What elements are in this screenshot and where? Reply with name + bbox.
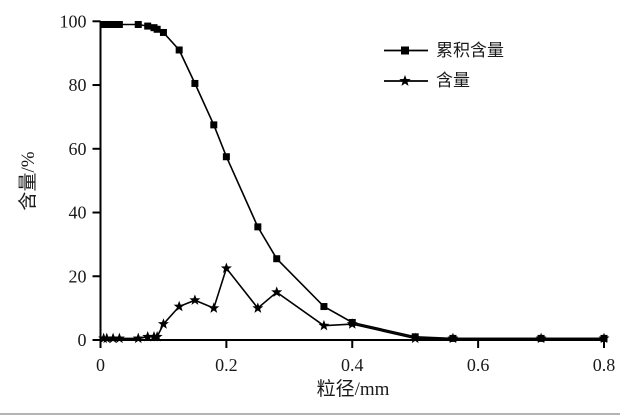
cumulative-content-square-marker	[115, 20, 123, 28]
content-star-marker	[447, 332, 459, 344]
cumulative-content-square-marker	[273, 255, 281, 263]
content-star-marker	[208, 302, 220, 313]
cumulative-content-square-marker	[210, 121, 218, 129]
y-tick-label: 40	[69, 203, 87, 223]
legend-label-content: 含量	[436, 71, 470, 90]
cumulative-content-square-marker	[222, 153, 230, 161]
star-marker-icon	[384, 75, 428, 86]
y-tick-label: 80	[69, 75, 87, 95]
content-star-marker	[142, 331, 154, 342]
content-star-marker	[101, 332, 113, 344]
content-star-marker	[220, 262, 232, 273]
content-star-marker	[113, 332, 125, 344]
content-star-marker	[346, 318, 358, 329]
y-axis-title: 含量/%	[18, 151, 39, 211]
y-tick-label: 0	[78, 330, 87, 350]
legend-item-cumulative: 累积含量	[383, 41, 504, 60]
content-star-marker	[271, 286, 283, 297]
cumulative-content-square-marker	[144, 22, 152, 30]
content-star-marker	[535, 332, 547, 344]
cumulative-content-square-marker	[109, 20, 117, 28]
cumulative-content-square-marker	[153, 25, 161, 33]
content-star-marker	[107, 332, 119, 344]
cumulative-content-square-marker	[103, 20, 111, 28]
cumulative-content-square-marker	[134, 20, 142, 28]
cumulative-content-series-line	[103, 23, 604, 340]
content-star-marker	[151, 331, 163, 342]
x-tick-label: 0.2	[215, 355, 238, 375]
x-tick-label: 0.6	[467, 355, 490, 375]
scan-artifact-line	[0, 413, 620, 415]
content-star-marker	[173, 300, 185, 312]
content-star-marker	[598, 332, 610, 344]
axes	[99, 21, 604, 341]
cumulative-content-square-marker	[191, 79, 199, 87]
content-star-marker	[409, 332, 421, 344]
cumulative-content-square-marker	[320, 303, 328, 311]
content-star-marker	[132, 332, 144, 344]
legend-item-content: 含量	[383, 71, 504, 90]
x-tick-label: 0	[96, 355, 105, 375]
y-tick-label: 20	[69, 266, 87, 286]
cumulative-content-square-marker	[175, 46, 183, 54]
cumulative-content-square-marker	[159, 28, 167, 36]
content-star-marker	[318, 319, 330, 331]
x-tick-label: 0.8	[593, 355, 616, 375]
y-tick-label: 100	[60, 11, 87, 31]
square-marker-icon	[384, 46, 428, 55]
y-tick-label: 60	[69, 139, 87, 159]
content-star-marker	[189, 294, 201, 305]
content-star-marker	[252, 302, 264, 313]
content-star-marker	[157, 318, 169, 329]
legend-label-cumulative: 累积含量	[436, 41, 504, 60]
legend: 累积含量 含量	[383, 41, 504, 90]
cumulative-content-square-marker	[254, 223, 262, 231]
x-axis-title: 粒径/mm	[316, 379, 390, 400]
x-tick-label: 0.4	[341, 355, 364, 375]
